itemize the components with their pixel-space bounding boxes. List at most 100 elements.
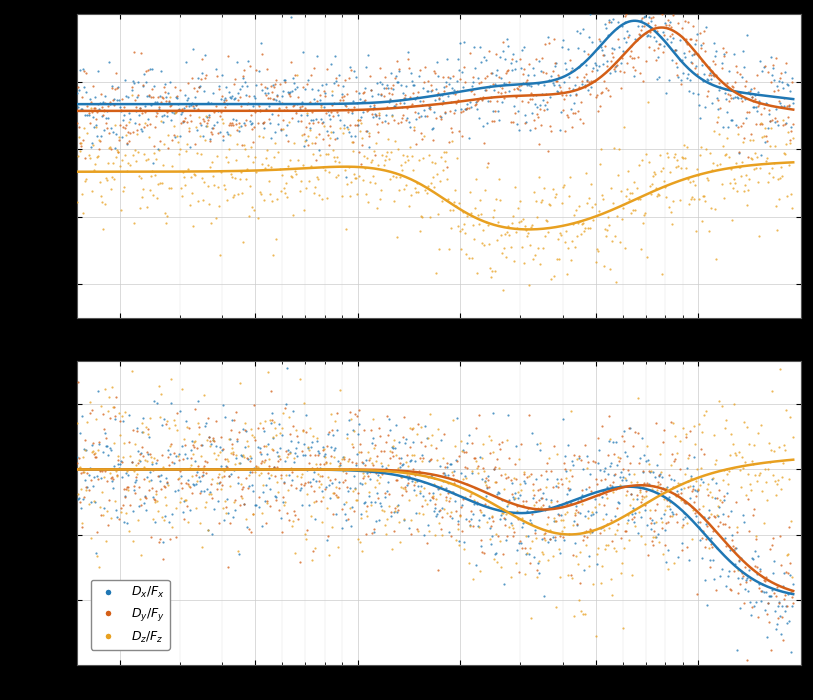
Point <box>628 511 641 522</box>
Point <box>515 62 528 74</box>
Point <box>285 435 298 446</box>
Point <box>533 258 546 270</box>
Point <box>515 96 528 107</box>
Point <box>375 500 388 511</box>
Point <box>337 90 350 101</box>
Point <box>673 435 686 447</box>
Point <box>582 84 595 95</box>
Point <box>466 520 479 531</box>
Point <box>537 94 550 106</box>
Point <box>424 79 437 90</box>
Point <box>587 456 600 467</box>
Point <box>643 27 656 38</box>
Point <box>419 185 432 196</box>
Point <box>437 146 450 158</box>
Point <box>458 543 471 554</box>
Point <box>207 88 220 99</box>
Point <box>553 571 566 582</box>
Point <box>559 496 572 507</box>
Point <box>446 87 459 98</box>
Point <box>771 80 784 92</box>
Point <box>425 85 438 96</box>
Point <box>394 482 407 493</box>
Point <box>89 547 102 559</box>
Point <box>658 425 671 436</box>
Point <box>667 481 680 492</box>
Point <box>343 407 356 418</box>
Point <box>785 188 798 199</box>
Point <box>539 99 552 111</box>
Point <box>715 400 728 412</box>
Point <box>623 29 636 40</box>
Point <box>168 107 181 118</box>
Point <box>429 267 442 278</box>
Point <box>327 111 340 122</box>
Point <box>173 144 186 155</box>
Point <box>444 204 457 216</box>
Point <box>733 446 746 457</box>
Point <box>489 194 502 205</box>
Point <box>265 443 278 454</box>
Point <box>549 76 562 87</box>
Point <box>730 186 743 197</box>
Point <box>319 90 332 101</box>
Point <box>79 152 92 163</box>
Point <box>618 436 631 447</box>
Point <box>437 476 450 487</box>
Point <box>375 445 388 456</box>
Point <box>598 18 611 29</box>
Point <box>244 116 257 127</box>
Point <box>233 91 246 102</box>
Point <box>389 505 402 517</box>
Point <box>726 545 739 556</box>
Point <box>302 444 315 456</box>
Point <box>755 585 768 596</box>
Point <box>623 535 636 546</box>
Point <box>300 108 313 119</box>
Point <box>737 186 750 197</box>
Point <box>320 440 333 452</box>
Point <box>354 508 367 519</box>
Point <box>583 32 596 43</box>
Point <box>328 487 341 498</box>
Point <box>184 109 197 120</box>
Point <box>413 155 426 166</box>
Point <box>763 140 776 151</box>
Point <box>90 526 103 538</box>
Point <box>294 176 307 187</box>
Point <box>608 230 621 241</box>
Point <box>651 51 664 62</box>
Point <box>459 491 472 503</box>
Point <box>583 193 596 204</box>
Point <box>548 534 561 545</box>
Point <box>232 94 245 106</box>
Point <box>627 494 640 505</box>
Point <box>606 47 619 58</box>
Point <box>425 492 438 503</box>
Point <box>531 438 544 449</box>
Point <box>764 77 777 88</box>
Point <box>188 103 201 114</box>
Point <box>218 92 231 104</box>
Point <box>689 475 702 486</box>
Point <box>334 114 347 125</box>
Point <box>137 497 150 508</box>
Point <box>599 83 612 94</box>
Point <box>314 149 327 160</box>
Point <box>740 169 753 181</box>
Point <box>137 474 150 485</box>
Point <box>553 531 566 542</box>
Point <box>169 106 182 118</box>
Point <box>764 444 777 456</box>
Point <box>693 193 706 204</box>
Point <box>560 269 573 280</box>
Point <box>259 90 272 101</box>
Point <box>171 451 184 462</box>
Point <box>671 486 684 497</box>
Point <box>273 442 286 454</box>
Point <box>75 104 88 115</box>
Point <box>492 106 505 117</box>
Point <box>158 514 171 526</box>
Point <box>417 95 430 106</box>
Point <box>507 101 520 112</box>
